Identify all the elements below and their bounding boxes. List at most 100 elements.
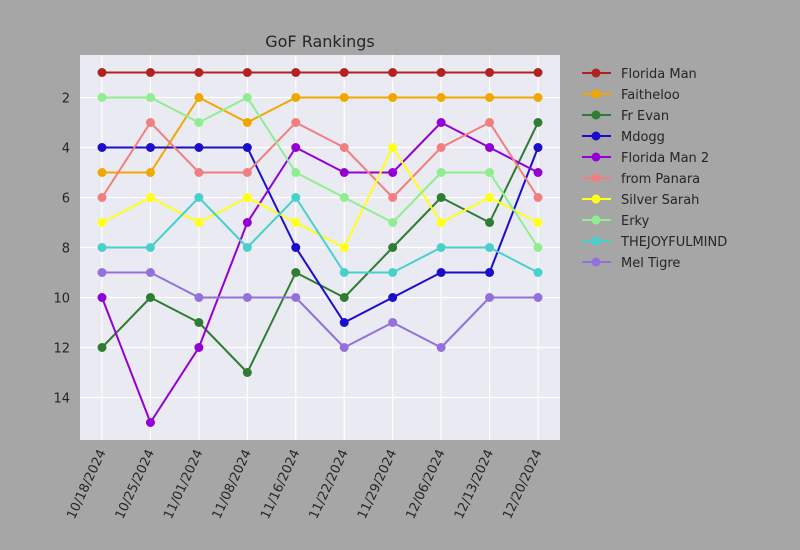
data-point: [388, 68, 398, 77]
data-point: [194, 68, 204, 77]
x-tick-label: 12/13/2024: [452, 447, 497, 521]
data-point: [533, 68, 543, 77]
data-point: [97, 93, 107, 102]
data-point: [436, 93, 446, 102]
data-point: [291, 243, 301, 252]
data-point: [291, 143, 301, 152]
data-point: [436, 268, 446, 277]
data-point: [97, 243, 107, 252]
y-axis: 2 4 6 8 10 12 14: [53, 92, 70, 407]
data-point: [291, 268, 301, 277]
x-tick-label: 11/16/2024: [258, 447, 303, 521]
legend-swatch-marker: [591, 131, 601, 141]
data-point: [436, 143, 446, 152]
data-point: [242, 93, 252, 102]
legend-label: from Panara: [621, 172, 700, 187]
data-point: [339, 343, 349, 352]
legend-label: Mel Tigre: [621, 256, 680, 271]
data-point: [388, 218, 398, 227]
data-point: [533, 168, 543, 177]
y-tick-label: 12: [53, 342, 70, 357]
data-point: [145, 93, 155, 102]
y-tick-label: 14: [53, 392, 70, 407]
data-point: [339, 193, 349, 202]
data-point: [291, 68, 301, 77]
legend-label: Faitheloo: [621, 88, 680, 103]
data-point: [291, 118, 301, 127]
data-point: [339, 293, 349, 302]
data-point: [194, 193, 204, 202]
data-point: [436, 68, 446, 77]
data-point: [291, 293, 301, 302]
data-point: [485, 143, 495, 152]
legend-swatch-marker: [591, 194, 601, 204]
data-point: [97, 268, 107, 277]
data-point: [145, 143, 155, 152]
data-point: [242, 243, 252, 252]
data-point: [291, 93, 301, 102]
data-point: [145, 268, 155, 277]
data-point: [533, 218, 543, 227]
data-point: [485, 118, 495, 127]
data-point: [194, 293, 204, 302]
data-point: [291, 193, 301, 202]
data-point: [194, 218, 204, 227]
data-point: [194, 93, 204, 102]
data-point: [533, 93, 543, 102]
data-point: [242, 168, 252, 177]
y-tick-label: 4: [62, 142, 70, 157]
data-point: [145, 68, 155, 77]
data-point: [97, 343, 107, 352]
data-point: [388, 93, 398, 102]
data-point: [97, 143, 107, 152]
data-point: [242, 143, 252, 152]
data-point: [436, 243, 446, 252]
data-point: [533, 193, 543, 202]
data-point: [388, 243, 398, 252]
data-point: [533, 118, 543, 127]
legend-label: Mdogg: [621, 130, 665, 145]
data-point: [145, 243, 155, 252]
data-point: [436, 193, 446, 202]
data-point: [388, 268, 398, 277]
legend-swatch-marker: [591, 236, 601, 246]
data-point: [194, 318, 204, 327]
series-line: [102, 196, 539, 274]
y-tick-label: 8: [62, 242, 70, 257]
data-point: [145, 293, 155, 302]
data-point: [242, 118, 252, 127]
data-point: [339, 268, 349, 277]
y-tick-label: 6: [62, 192, 70, 207]
data-point: [194, 343, 204, 352]
data-point: [485, 293, 495, 302]
data-point: [533, 293, 543, 302]
data-point: [436, 218, 446, 227]
data-point: [436, 168, 446, 177]
legend-label: Silver Sarah: [621, 193, 699, 208]
legend-label: THEJOYFULMIND: [620, 235, 727, 250]
data-point: [485, 68, 495, 77]
legend-swatch-marker: [591, 110, 601, 120]
data-point: [388, 293, 398, 302]
x-tick-label: 11/08/2024: [210, 447, 255, 521]
x-tick-label: 12/06/2024: [403, 447, 448, 521]
series-line: [102, 96, 539, 249]
data-point: [97, 293, 107, 302]
legend: Florida Man Faitheloo Fr Evan Mdogg Florida …: [582, 67, 727, 271]
x-tick-label: 10/25/2024: [113, 447, 158, 521]
data-point: [436, 343, 446, 352]
legend-swatch-marker: [591, 257, 601, 267]
series-line: [101, 121, 539, 199]
data-point: [242, 218, 252, 227]
data-point: [145, 193, 155, 202]
legend-swatch-marker: [591, 173, 601, 183]
data-point: [339, 143, 349, 152]
legend-label: Florida Man 2: [621, 151, 709, 166]
data-point: [242, 68, 252, 77]
legend-label: Erky: [621, 214, 650, 229]
x-axis: 10/18/2024 10/25/2024 11/01/2024 11/08/2024…: [64, 447, 545, 521]
series-group: [97, 68, 543, 427]
data-point: [485, 243, 495, 252]
data-point: [339, 68, 349, 77]
data-point: [485, 193, 495, 202]
